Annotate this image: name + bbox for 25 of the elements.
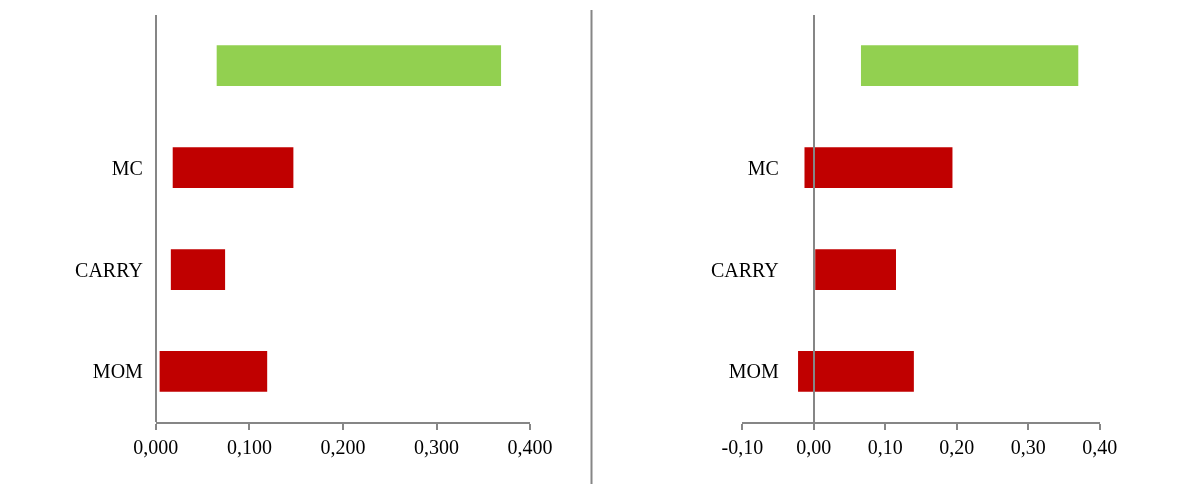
x-tick-label: 0,200: [320, 436, 366, 459]
x-tick-label: 0,00: [796, 436, 832, 459]
x-tick-label: 0,40: [1082, 436, 1118, 459]
bar: [860, 45, 1079, 87]
bar: [798, 351, 914, 392]
y-tick-label: CARRY: [710, 258, 779, 281]
bar: [159, 351, 268, 392]
x-tick-label: 0,100: [226, 436, 272, 459]
x-tick-label: 0,10: [867, 436, 903, 459]
bar: [804, 147, 953, 188]
y-tick-label: MOM: [728, 360, 779, 383]
x-tick-label: 0,20: [939, 436, 975, 459]
bar: [815, 249, 896, 290]
y-tick-label: MC: [747, 156, 779, 179]
bar: [216, 45, 502, 87]
x-tick-label: -0,10: [721, 436, 764, 459]
y-tick-label: MC: [111, 156, 143, 179]
y-tick-label: MOM: [92, 360, 144, 383]
bar: [170, 249, 226, 290]
x-tick-label: 0,400: [507, 436, 553, 459]
x-tick-label: 0,300: [414, 436, 460, 459]
y-tick-label: CARRY: [75, 258, 143, 281]
bar: [172, 147, 294, 188]
x-tick-label: 0,000: [133, 436, 179, 459]
x-tick-label: 0,30: [1010, 436, 1046, 459]
